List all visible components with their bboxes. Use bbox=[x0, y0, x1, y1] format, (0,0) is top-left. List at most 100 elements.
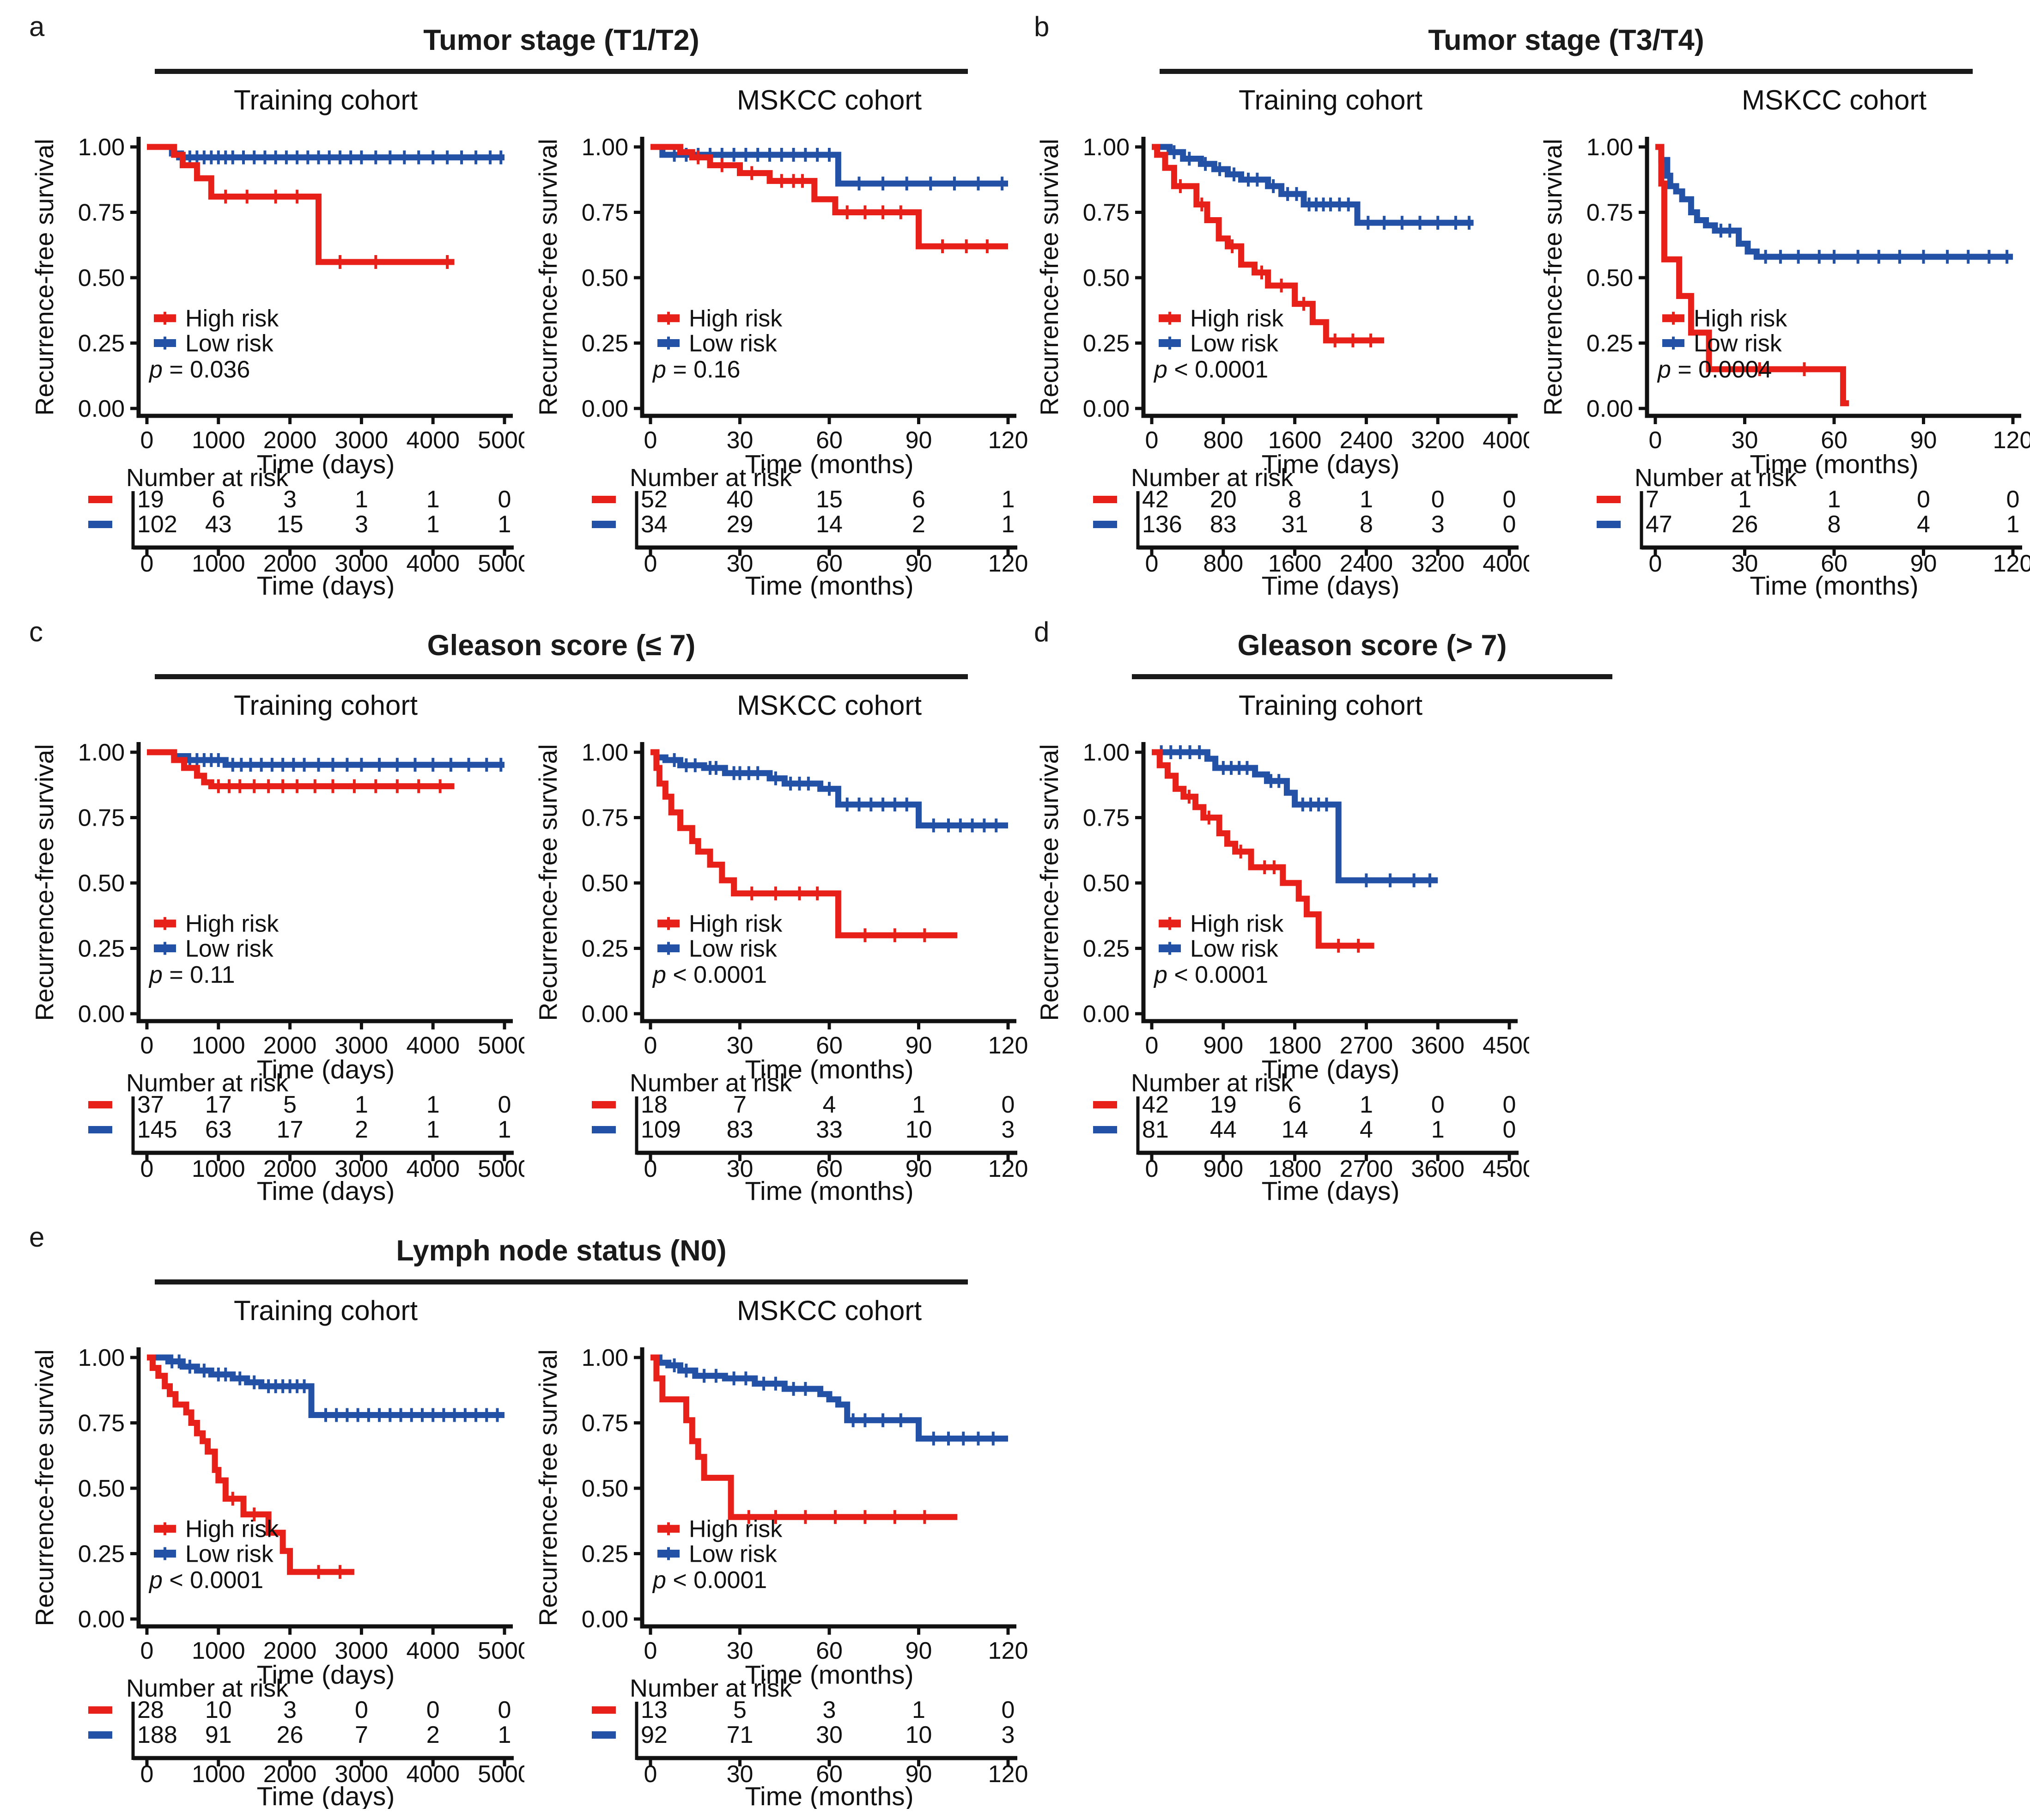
risk-count-low: 14 bbox=[816, 511, 843, 538]
low-risk-curve bbox=[147, 1354, 504, 1418]
panel-title: Gleason score (≤ 7) bbox=[427, 629, 696, 662]
y-tick-label: 0.75 bbox=[78, 200, 125, 226]
x-tick-label: 900 bbox=[1203, 1032, 1243, 1059]
x-tick-label: 0 bbox=[1145, 1032, 1159, 1059]
x-tick-label: 4000 bbox=[1483, 427, 1529, 454]
risk-axis-tick-label: 0 bbox=[644, 1156, 657, 1182]
risk-count-high: 1 bbox=[1360, 1091, 1373, 1118]
risk-count-low: 1 bbox=[1431, 1116, 1445, 1143]
legend-label-high: High risk bbox=[1190, 911, 1284, 937]
x-axis-label: Time (months) bbox=[745, 450, 913, 479]
x-tick-label: 3000 bbox=[335, 1032, 389, 1059]
risk-axis-tick-label: 0 bbox=[140, 550, 154, 577]
x-tick-label: 30 bbox=[727, 427, 754, 454]
risk-count-low: 136 bbox=[1142, 511, 1182, 538]
risk-count-high: 42 bbox=[1142, 1091, 1169, 1118]
risk-axis-tick-label: 3200 bbox=[1411, 550, 1465, 577]
y-tick-label: 1.00 bbox=[1586, 134, 1633, 161]
y-tick-label: 1.00 bbox=[1083, 134, 1130, 161]
y-tick-label: 0.50 bbox=[1083, 265, 1130, 292]
risk-count-high: 19 bbox=[1210, 1091, 1237, 1118]
high-risk-curve bbox=[650, 749, 958, 938]
risk-count-low: 145 bbox=[137, 1116, 177, 1143]
risk-axis-tick-label: 3600 bbox=[1411, 1156, 1465, 1182]
risk-count-low: 81 bbox=[1142, 1116, 1169, 1143]
panel-title-underline bbox=[155, 674, 968, 679]
panel-title-underline bbox=[1132, 674, 1612, 679]
risk-axis-tick-label: 1800 bbox=[1268, 1156, 1322, 1182]
y-axis-label: Recurrence-free survival bbox=[538, 1349, 562, 1626]
y-tick-label: 0.00 bbox=[1083, 396, 1130, 422]
risk-count-high: 19 bbox=[137, 486, 164, 513]
risk-axis-tick-label: 120 bbox=[1993, 550, 2030, 577]
x-tick-label: 3600 bbox=[1411, 1032, 1465, 1059]
plot-axes bbox=[640, 1347, 1016, 1629]
risk-count-low: 44 bbox=[1210, 1116, 1237, 1143]
risk-count-high: 0 bbox=[498, 1091, 511, 1118]
panel-title-underline bbox=[155, 69, 968, 74]
risk-count-high: 0 bbox=[2006, 486, 2020, 513]
panel-title-underline bbox=[1160, 69, 1973, 74]
risk-count-high: 5 bbox=[283, 1091, 297, 1118]
x-tick-label: 4000 bbox=[406, 1637, 460, 1664]
legend-label-low: Low risk bbox=[1190, 330, 1279, 357]
risk-axis-tick-label: 0 bbox=[1145, 1156, 1159, 1182]
y-tick-label: 0.75 bbox=[78, 1410, 125, 1437]
risk-axis-tick-label: 4000 bbox=[406, 550, 460, 577]
x-tick-label: 120 bbox=[988, 1637, 1028, 1664]
risk-count-high: 0 bbox=[355, 1697, 368, 1723]
risk-axis-tick-label: 4000 bbox=[406, 1761, 460, 1788]
cohort-title: MSKCC cohort bbox=[737, 691, 922, 721]
cohort-title: Training cohort bbox=[1239, 85, 1422, 116]
risk-count-high: 0 bbox=[1431, 486, 1445, 513]
y-tick-label: 0.75 bbox=[582, 1410, 628, 1437]
risk-count-high: 0 bbox=[1917, 486, 1930, 513]
risk-count-high: 42 bbox=[1142, 486, 1169, 513]
risk-table-header: Number at risk bbox=[126, 464, 289, 492]
legend-label-low: Low risk bbox=[689, 330, 778, 357]
y-tick-label: 0.00 bbox=[582, 1001, 628, 1028]
p-value: p < 0.0001 bbox=[652, 1567, 767, 1594]
risk-count-low: 63 bbox=[205, 1116, 232, 1143]
risk-axis-tick-label: 0 bbox=[644, 550, 657, 577]
x-tick-label: 1000 bbox=[192, 1032, 245, 1059]
x-tick-label: 3000 bbox=[335, 1637, 389, 1664]
risk-count-low: 3 bbox=[1431, 511, 1445, 538]
x-tick-label: 60 bbox=[816, 1637, 843, 1664]
risk-axis-tick-label: 5000 bbox=[478, 550, 524, 577]
y-tick-label: 0.75 bbox=[582, 805, 628, 832]
y-tick-label: 0.25 bbox=[582, 1541, 628, 1568]
y-tick-label: 0.00 bbox=[78, 1606, 125, 1633]
x-axis-label: Time (days) bbox=[1262, 450, 1400, 479]
y-tick-label: 0.50 bbox=[582, 870, 628, 897]
panel-c: c Gleason score (≤ 7) Training cohort Recur… bbox=[25, 612, 1102, 1213]
p-value: p = 0.16 bbox=[652, 356, 740, 383]
risk-count-low: 33 bbox=[816, 1116, 843, 1143]
y-tick-label: 0.25 bbox=[1586, 330, 1633, 357]
x-tick-label: 1000 bbox=[192, 427, 245, 454]
km-subplot: MSKCC cohort Recurrence-free survival 0.00… bbox=[538, 1296, 1028, 1809]
cohort-title: Training cohort bbox=[234, 85, 418, 116]
risk-count-high: 28 bbox=[137, 1697, 164, 1723]
low-risk-curve bbox=[147, 144, 504, 161]
risk-count-low: 0 bbox=[1503, 511, 1516, 538]
y-tick-label: 0.50 bbox=[78, 265, 125, 292]
plot-axes bbox=[1645, 137, 2021, 418]
high-risk-curve bbox=[650, 1354, 958, 1520]
risk-count-high: 3 bbox=[283, 486, 297, 513]
y-tick-label: 0.50 bbox=[78, 1475, 125, 1502]
x-tick-label: 0 bbox=[1649, 427, 1662, 454]
risk-axis-tick-label: 0 bbox=[140, 1156, 154, 1182]
risk-count-high: 1 bbox=[1828, 486, 1841, 513]
risk-count-low: 30 bbox=[816, 1722, 843, 1748]
risk-count-high: 37 bbox=[137, 1091, 164, 1118]
panel-b: b Tumor stage (T3/T4) Training cohort Recur… bbox=[1030, 7, 2030, 608]
risk-count-low: 83 bbox=[727, 1116, 754, 1143]
cohort-title: MSKCC cohort bbox=[737, 85, 922, 116]
legend-label-high: High risk bbox=[185, 1516, 279, 1543]
risk-count-high: 1 bbox=[355, 486, 368, 513]
x-tick-label: 0 bbox=[140, 1032, 154, 1059]
x-tick-label: 4500 bbox=[1483, 1032, 1529, 1059]
x-tick-label: 30 bbox=[727, 1032, 754, 1059]
